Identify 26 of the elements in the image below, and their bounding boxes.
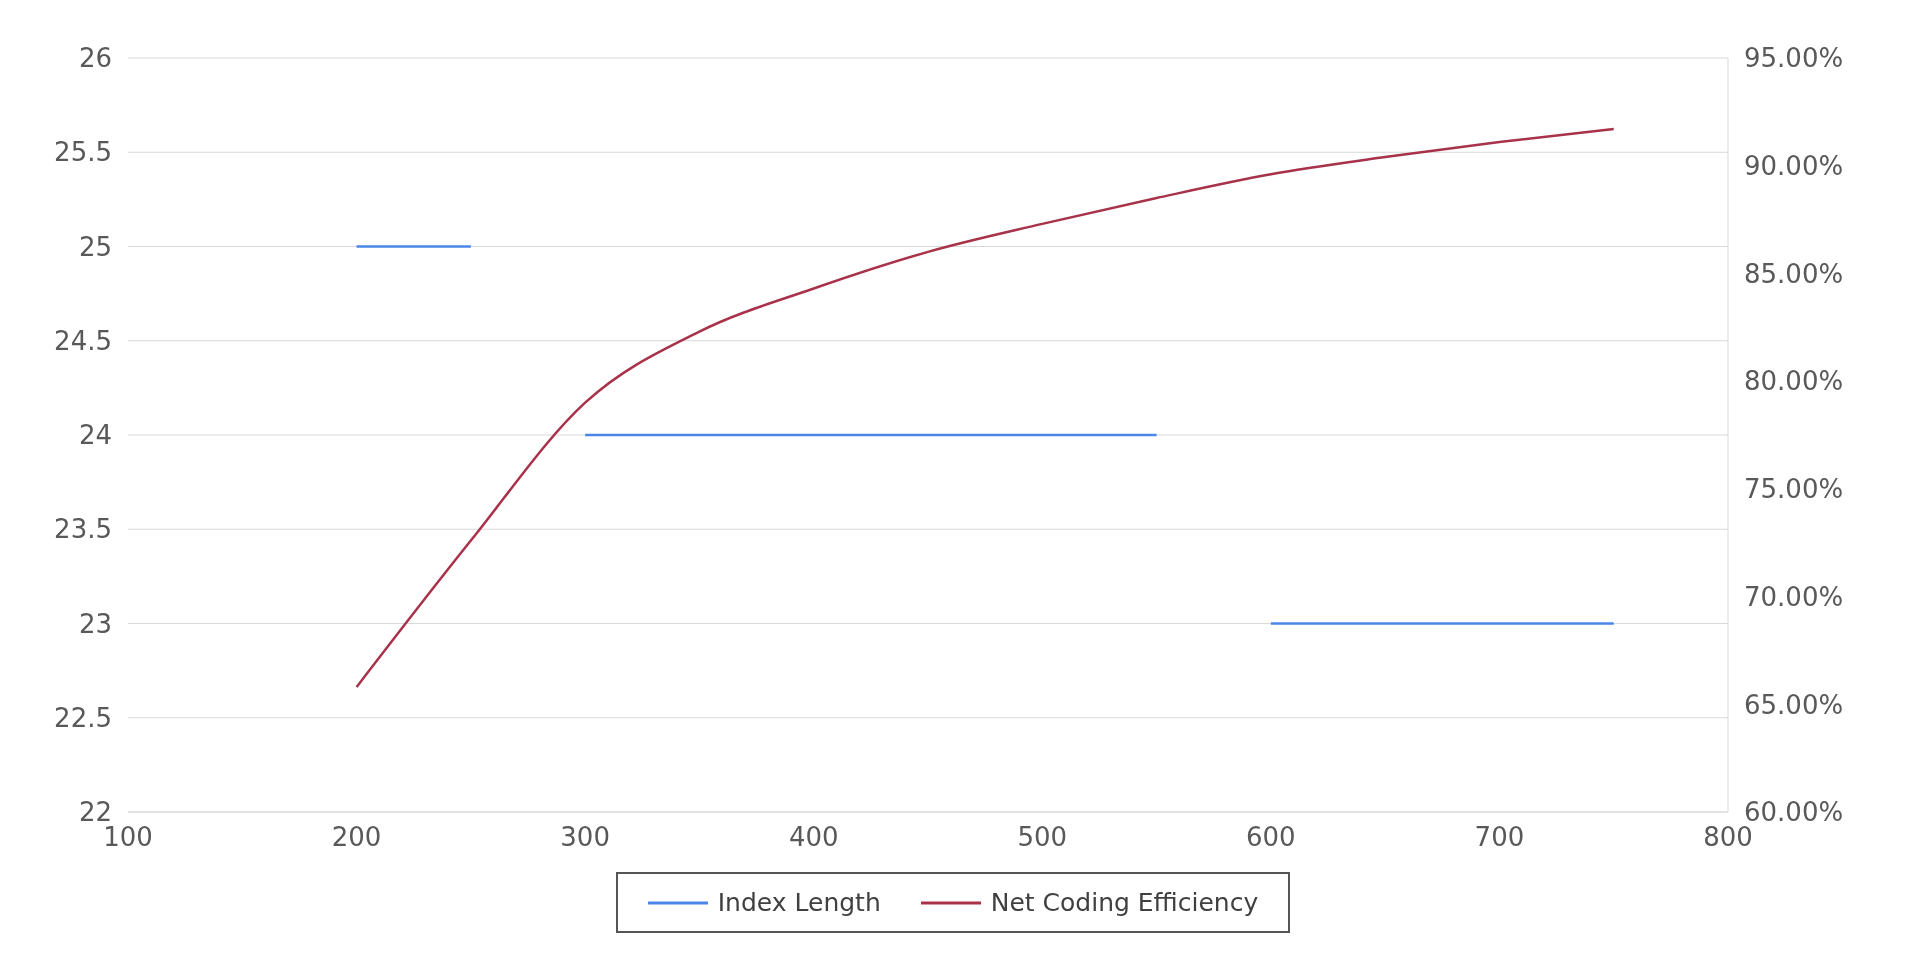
y-tick-label: 26 [78, 43, 112, 74]
x-tick-label: 500 [1017, 822, 1068, 853]
x-tick-label: 800 [1703, 822, 1753, 853]
x-tick-label: 300 [560, 822, 610, 853]
y2-tick-label: 80.00% [1744, 366, 1844, 397]
line-series [355, 127, 1615, 689]
y-tick-label: 24 [78, 420, 112, 451]
x-tick-label: 400 [788, 822, 839, 853]
y2-tick-label: 85.00% [1744, 258, 1844, 289]
legend-label: Index Length [716, 888, 881, 917]
y2-tick-label: 90.00% [1744, 150, 1844, 181]
y-tick-label: 22.5 [54, 702, 112, 733]
x-tick-label: 600 [1246, 822, 1296, 853]
y-tick-label: 23.5 [54, 514, 112, 545]
y2-tick-label: 75.00% [1744, 474, 1844, 505]
y-tick-label: 23 [78, 608, 112, 639]
x-tick-label: 200 [331, 822, 382, 853]
y-tick-label: 24.5 [54, 325, 112, 356]
x-tick-label: 700 [1474, 822, 1525, 853]
x-tick-label: 100 [103, 822, 153, 853]
y-tick-label: 25.5 [54, 137, 112, 168]
y2-tick-label: 70.00% [1744, 581, 1844, 612]
legend-label: Net Coding Efficiency [989, 888, 1259, 917]
y2-tick-label: 65.00% [1744, 689, 1844, 720]
y2-tick-label: 95.00% [1744, 43, 1844, 74]
y-tick-label: 25 [78, 231, 112, 262]
